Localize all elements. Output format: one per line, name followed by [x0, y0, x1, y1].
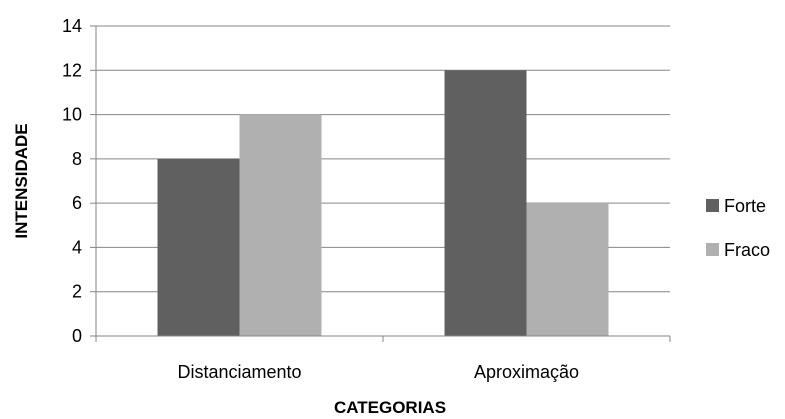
y-tick-label: 12: [62, 60, 82, 80]
x-category-label: Distanciamento: [177, 362, 301, 382]
y-tick-label: 4: [72, 237, 82, 257]
bars: [157, 70, 609, 337]
legend-swatch-fraco: [706, 243, 719, 256]
bar-fraco-1: [239, 114, 322, 336]
x-axis-title: CATEGORIAS: [334, 398, 446, 417]
legend-swatch-forte: [706, 199, 719, 212]
y-tick-label: 2: [72, 282, 82, 302]
x-category-label: Aproximação: [474, 362, 579, 382]
legend-label-forte: Forte: [724, 196, 766, 216]
bar-forte-1: [157, 158, 240, 336]
y-tick-label: 14: [62, 16, 82, 36]
bar-forte-2: [444, 70, 527, 337]
y-axis-title: INTENSIDADE: [12, 123, 31, 238]
legend-label-fraco: Fraco: [724, 240, 770, 260]
y-tick-label: 8: [72, 149, 82, 169]
y-tick-label: 10: [62, 105, 82, 125]
y-tick-labels: 0 2 4 6 8 10 12 14: [62, 16, 82, 346]
y-tick-label: 6: [72, 193, 82, 213]
y-tick-label: 0: [72, 326, 82, 346]
bar-fraco-2: [526, 203, 609, 336]
x-category-labels: Distanciamento Aproximação: [177, 362, 579, 382]
legend: Forte Fraco: [706, 196, 770, 260]
axis-ticks: [90, 25, 671, 342]
